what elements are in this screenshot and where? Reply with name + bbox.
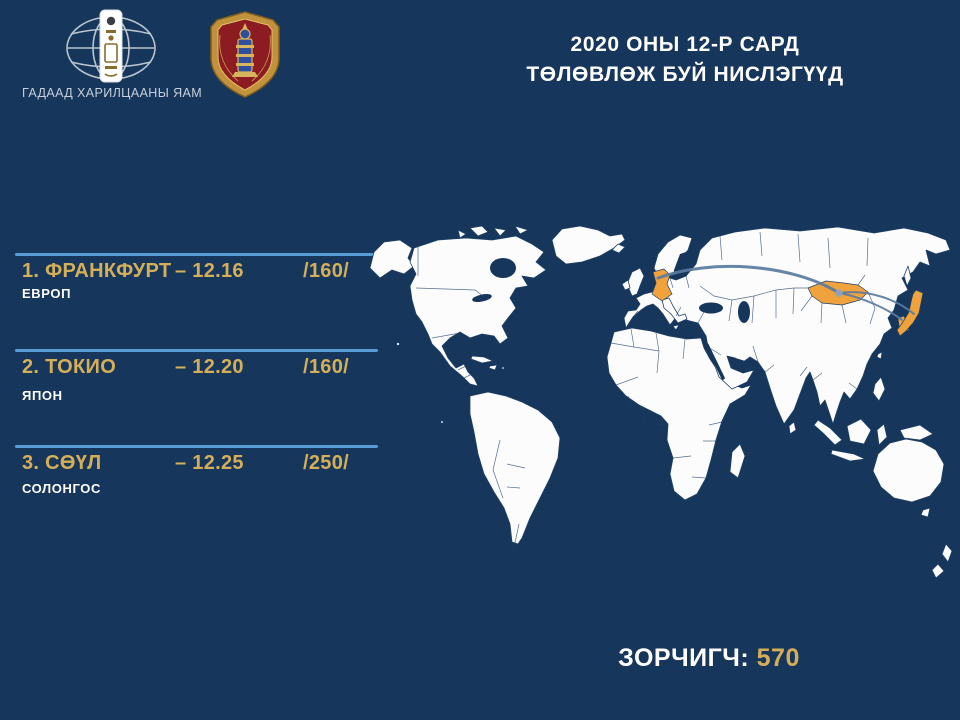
divider-line: [15, 253, 378, 256]
country-shape: [626, 267, 645, 297]
passenger-total-label: ЗОРЧИГЧ:: [618, 644, 750, 672]
page-title: 2020 ОНЫ 12-Р САРД ТӨЛӨВЛӨЖ БУЙ НИСЛЭГҮҮ…: [510, 30, 860, 90]
country-shape: [514, 226, 529, 235]
globe-seal-icon: [66, 9, 156, 83]
island-dot: [396, 342, 400, 346]
flight-row-1: 1. ФРАНКФУРТ – 12.16 /160/: [22, 260, 378, 283]
title-line2: ТӨЛӨВЛӨЖ БУЙ НИСЛЭГҮҮД: [526, 62, 844, 86]
country-shape: [457, 229, 467, 239]
island-dot: [501, 366, 505, 370]
route-germany-mongolia: [656, 264, 841, 295]
flight-passengers: /160/: [303, 260, 349, 282]
flight-date: – 12.16: [175, 260, 244, 282]
divider-line: [15, 445, 378, 448]
country-shape: [920, 507, 931, 518]
country-shape: [409, 235, 547, 387]
country-shape: [846, 418, 872, 445]
ministry-logo: ГАДААД ХАРИЛЦААНЫ ЯАМ: [22, 8, 203, 100]
country-shape: [606, 327, 752, 501]
ministry-logo-caption: ГАДААД ХАРИЛЦААНЫ ЯАМ: [22, 86, 203, 100]
flight-region: ЯПОН: [22, 388, 63, 403]
country-shape: [876, 351, 883, 360]
country-japan: [896, 289, 924, 337]
country-shape: [941, 543, 953, 563]
world-map: [370, 226, 953, 579]
flight-row-2: 2. ТОКИО – 12.20 /160/: [22, 356, 378, 379]
country-shape: [672, 324, 680, 331]
country-shape: [488, 364, 498, 371]
flight-passengers: /250/: [303, 452, 349, 474]
flight-region: ЕВРОП: [22, 286, 72, 301]
flight-date: – 12.25: [175, 452, 244, 474]
route-mongolia-japan: [838, 291, 915, 315]
route-hub-dot: [835, 289, 843, 297]
passenger-total: ЗОРЧИГЧ: 570: [574, 644, 844, 673]
flight-city: 3. СӨҮЛ: [22, 452, 102, 474]
country-shape: [493, 227, 507, 237]
country-shape: [469, 226, 489, 237]
country-shape: [872, 376, 886, 402]
country-shape: [470, 355, 494, 364]
country-shape: [788, 421, 797, 435]
divider-line: [15, 349, 378, 352]
country-shape: [899, 424, 934, 441]
island-dot: [440, 420, 444, 424]
flight-row-3: 3. СӨҮЛ – 12.25 /250/: [22, 452, 378, 475]
country-shape: [551, 226, 626, 265]
flight-routes: [656, 264, 915, 321]
country-shape: [931, 563, 945, 579]
highlighted-countries: [651, 268, 924, 337]
country-shape: [469, 391, 561, 545]
country-shape: [830, 449, 866, 462]
country-shape: [729, 443, 746, 479]
emergency-commission-emblem-icon: [207, 11, 283, 104]
country-shape: [370, 239, 415, 279]
country-shape: [872, 438, 945, 503]
route-mongolia-korea: [838, 292, 903, 321]
title-line1: 2020 ОНЫ 12-Р САРД: [570, 33, 800, 56]
country-shape: [611, 243, 626, 254]
flight-passengers: /160/: [303, 356, 349, 378]
country-shape: [876, 423, 888, 446]
country-shape: [813, 419, 843, 446]
flight-region: СОЛОНГОС: [22, 481, 101, 496]
country-shape: [621, 279, 631, 291]
flight-city: 1. ФРАНКФУРТ: [22, 260, 172, 282]
continents: [370, 226, 953, 579]
country-shape: [903, 265, 912, 287]
seas: [472, 250, 750, 380]
passenger-total-value: 570: [756, 644, 800, 672]
country-borders: [415, 231, 876, 553]
flight-city: 2. ТОКИО: [22, 356, 117, 378]
country-shape: [661, 297, 688, 324]
flight-date: – 12.20: [175, 356, 244, 378]
